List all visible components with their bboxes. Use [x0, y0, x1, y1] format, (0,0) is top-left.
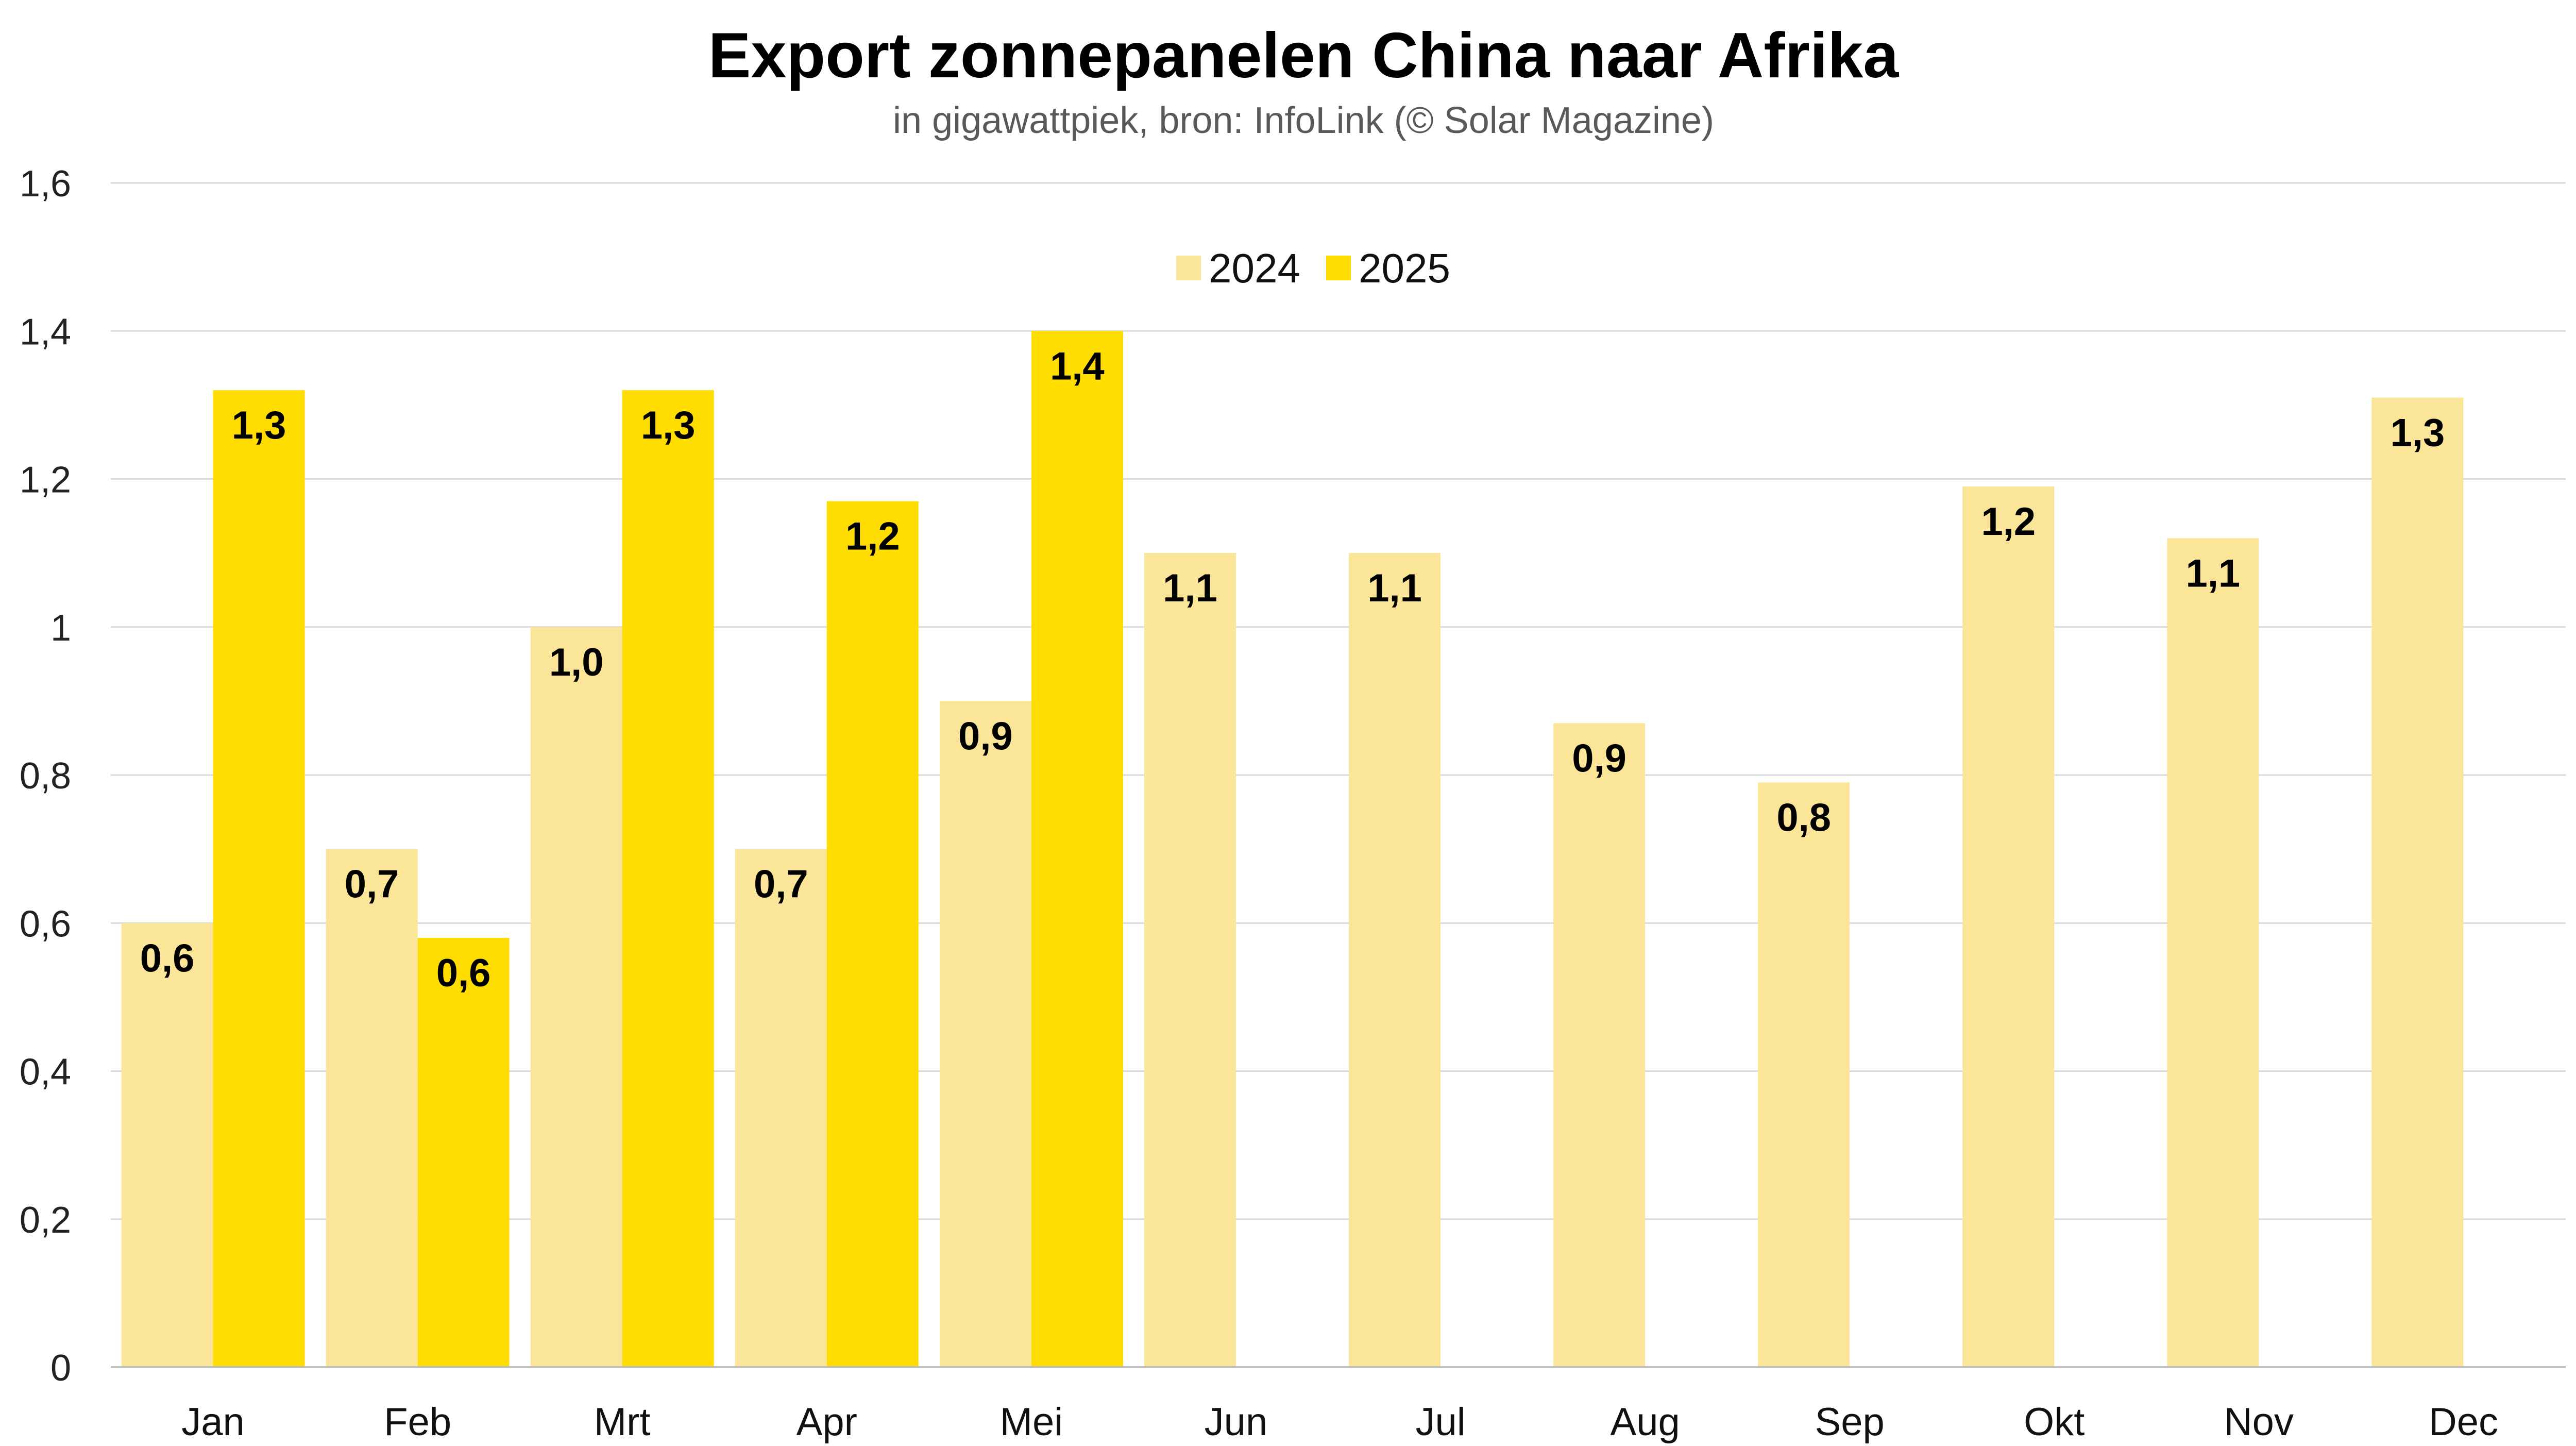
y-tick-label: 0,2: [20, 1200, 71, 1241]
legend-swatch: [1176, 256, 1201, 280]
bar-2024-jul: [1349, 553, 1441, 1367]
bar-value-label: 0,9: [958, 714, 1013, 758]
x-tick-label: Jun: [1205, 1400, 1268, 1444]
bar-2025-feb: [417, 937, 510, 1367]
y-tick-label: 0,6: [20, 903, 71, 945]
bar-2024-nov: [2167, 538, 2259, 1367]
bar-value-label: 1,4: [1050, 344, 1105, 388]
bar-2024-okt: [1962, 486, 2055, 1367]
x-tick-label: Okt: [2024, 1400, 2084, 1444]
bar-2025-jan: [213, 390, 305, 1367]
bar-2024-mrt: [530, 627, 622, 1367]
bar-2024-mei: [939, 701, 1031, 1367]
bar-2024-dec: [2371, 397, 2464, 1368]
data-labels: 0,6 1,3 0,7 0,6 1,0 1,3 0,7 1,2 0,9 1,4 1,1 1,1 0,9 0…: [140, 344, 2445, 995]
bar-value-label: 1,3: [2391, 411, 2445, 455]
bar-value-label: 1,2: [845, 515, 900, 559]
y-tick-label: 0: [50, 1348, 71, 1389]
bar-value-label: 0,6: [140, 936, 195, 980]
x-tick-label: Mei: [1000, 1400, 1063, 1444]
bar-2024-sep: [1758, 782, 1850, 1367]
bar-value-label: 1,3: [232, 403, 286, 447]
legend-label: 2025: [1359, 245, 1450, 291]
bar-value-label: 0,9: [1572, 736, 1626, 780]
x-tick-label: Jul: [1415, 1400, 1465, 1444]
y-tick-label: 0,4: [20, 1052, 71, 1093]
x-tick-label: Mrt: [594, 1400, 651, 1444]
x-tick-label: Aug: [1611, 1400, 1680, 1444]
axes: 0 0,2 0,4 0,6 0,8 1 1,2 1,4 1,6 Jan Feb Mrt Apr Mei Ju…: [20, 163, 2566, 1444]
legend-swatch: [1326, 256, 1351, 280]
bar-value-label: 1,1: [1163, 566, 1217, 610]
bar-2024-apr: [735, 849, 827, 1367]
bar-value-label: 1,2: [1981, 500, 2036, 544]
bar-value-label: 0,6: [436, 951, 491, 995]
bar-2024-jan: [121, 923, 213, 1367]
x-tick-label: Feb: [384, 1400, 451, 1444]
bar-2024-aug: [1553, 723, 1646, 1367]
x-tick-label: Sep: [1815, 1400, 1885, 1444]
bar-2024-feb: [326, 849, 418, 1367]
bar-2025-mrt: [622, 390, 714, 1367]
legend-label: 2024: [1209, 245, 1300, 291]
bar-value-label: 1,0: [549, 641, 604, 684]
x-tick-label: Nov: [2224, 1400, 2294, 1444]
bar-2024-jun: [1144, 553, 1236, 1367]
y-tick-label: 1: [50, 608, 71, 649]
bar-value-label: 1,1: [1367, 566, 1422, 610]
bar-value-label: 0,7: [345, 863, 399, 906]
bar-value-label: 1,3: [641, 403, 696, 447]
chart-title: Export zonnepanelen China naar Afrika: [708, 20, 1900, 91]
x-tick-label: Dec: [2429, 1400, 2498, 1444]
x-tick-label: Jan: [181, 1400, 245, 1444]
x-tick-label: Apr: [796, 1400, 857, 1444]
bar-value-label: 0,8: [1776, 796, 1831, 839]
legend: 2024 2025: [1176, 245, 1450, 291]
y-tick-label: 1,6: [20, 163, 71, 205]
bar-value-label: 0,7: [754, 863, 808, 906]
y-tick-label: 1,4: [20, 311, 71, 352]
bar-value-label: 1,1: [2186, 551, 2241, 595]
bars: [121, 331, 2464, 1368]
chart-subtitle: in gigawattpiek, bron: InfoLink (© Solar…: [893, 100, 1714, 141]
gridlines: [111, 182, 2566, 1220]
y-tick-label: 0,8: [20, 755, 71, 797]
y-tick-label: 1,2: [20, 460, 71, 501]
bar-2025-apr: [826, 501, 919, 1367]
bar-2025-mei: [1031, 331, 1123, 1367]
